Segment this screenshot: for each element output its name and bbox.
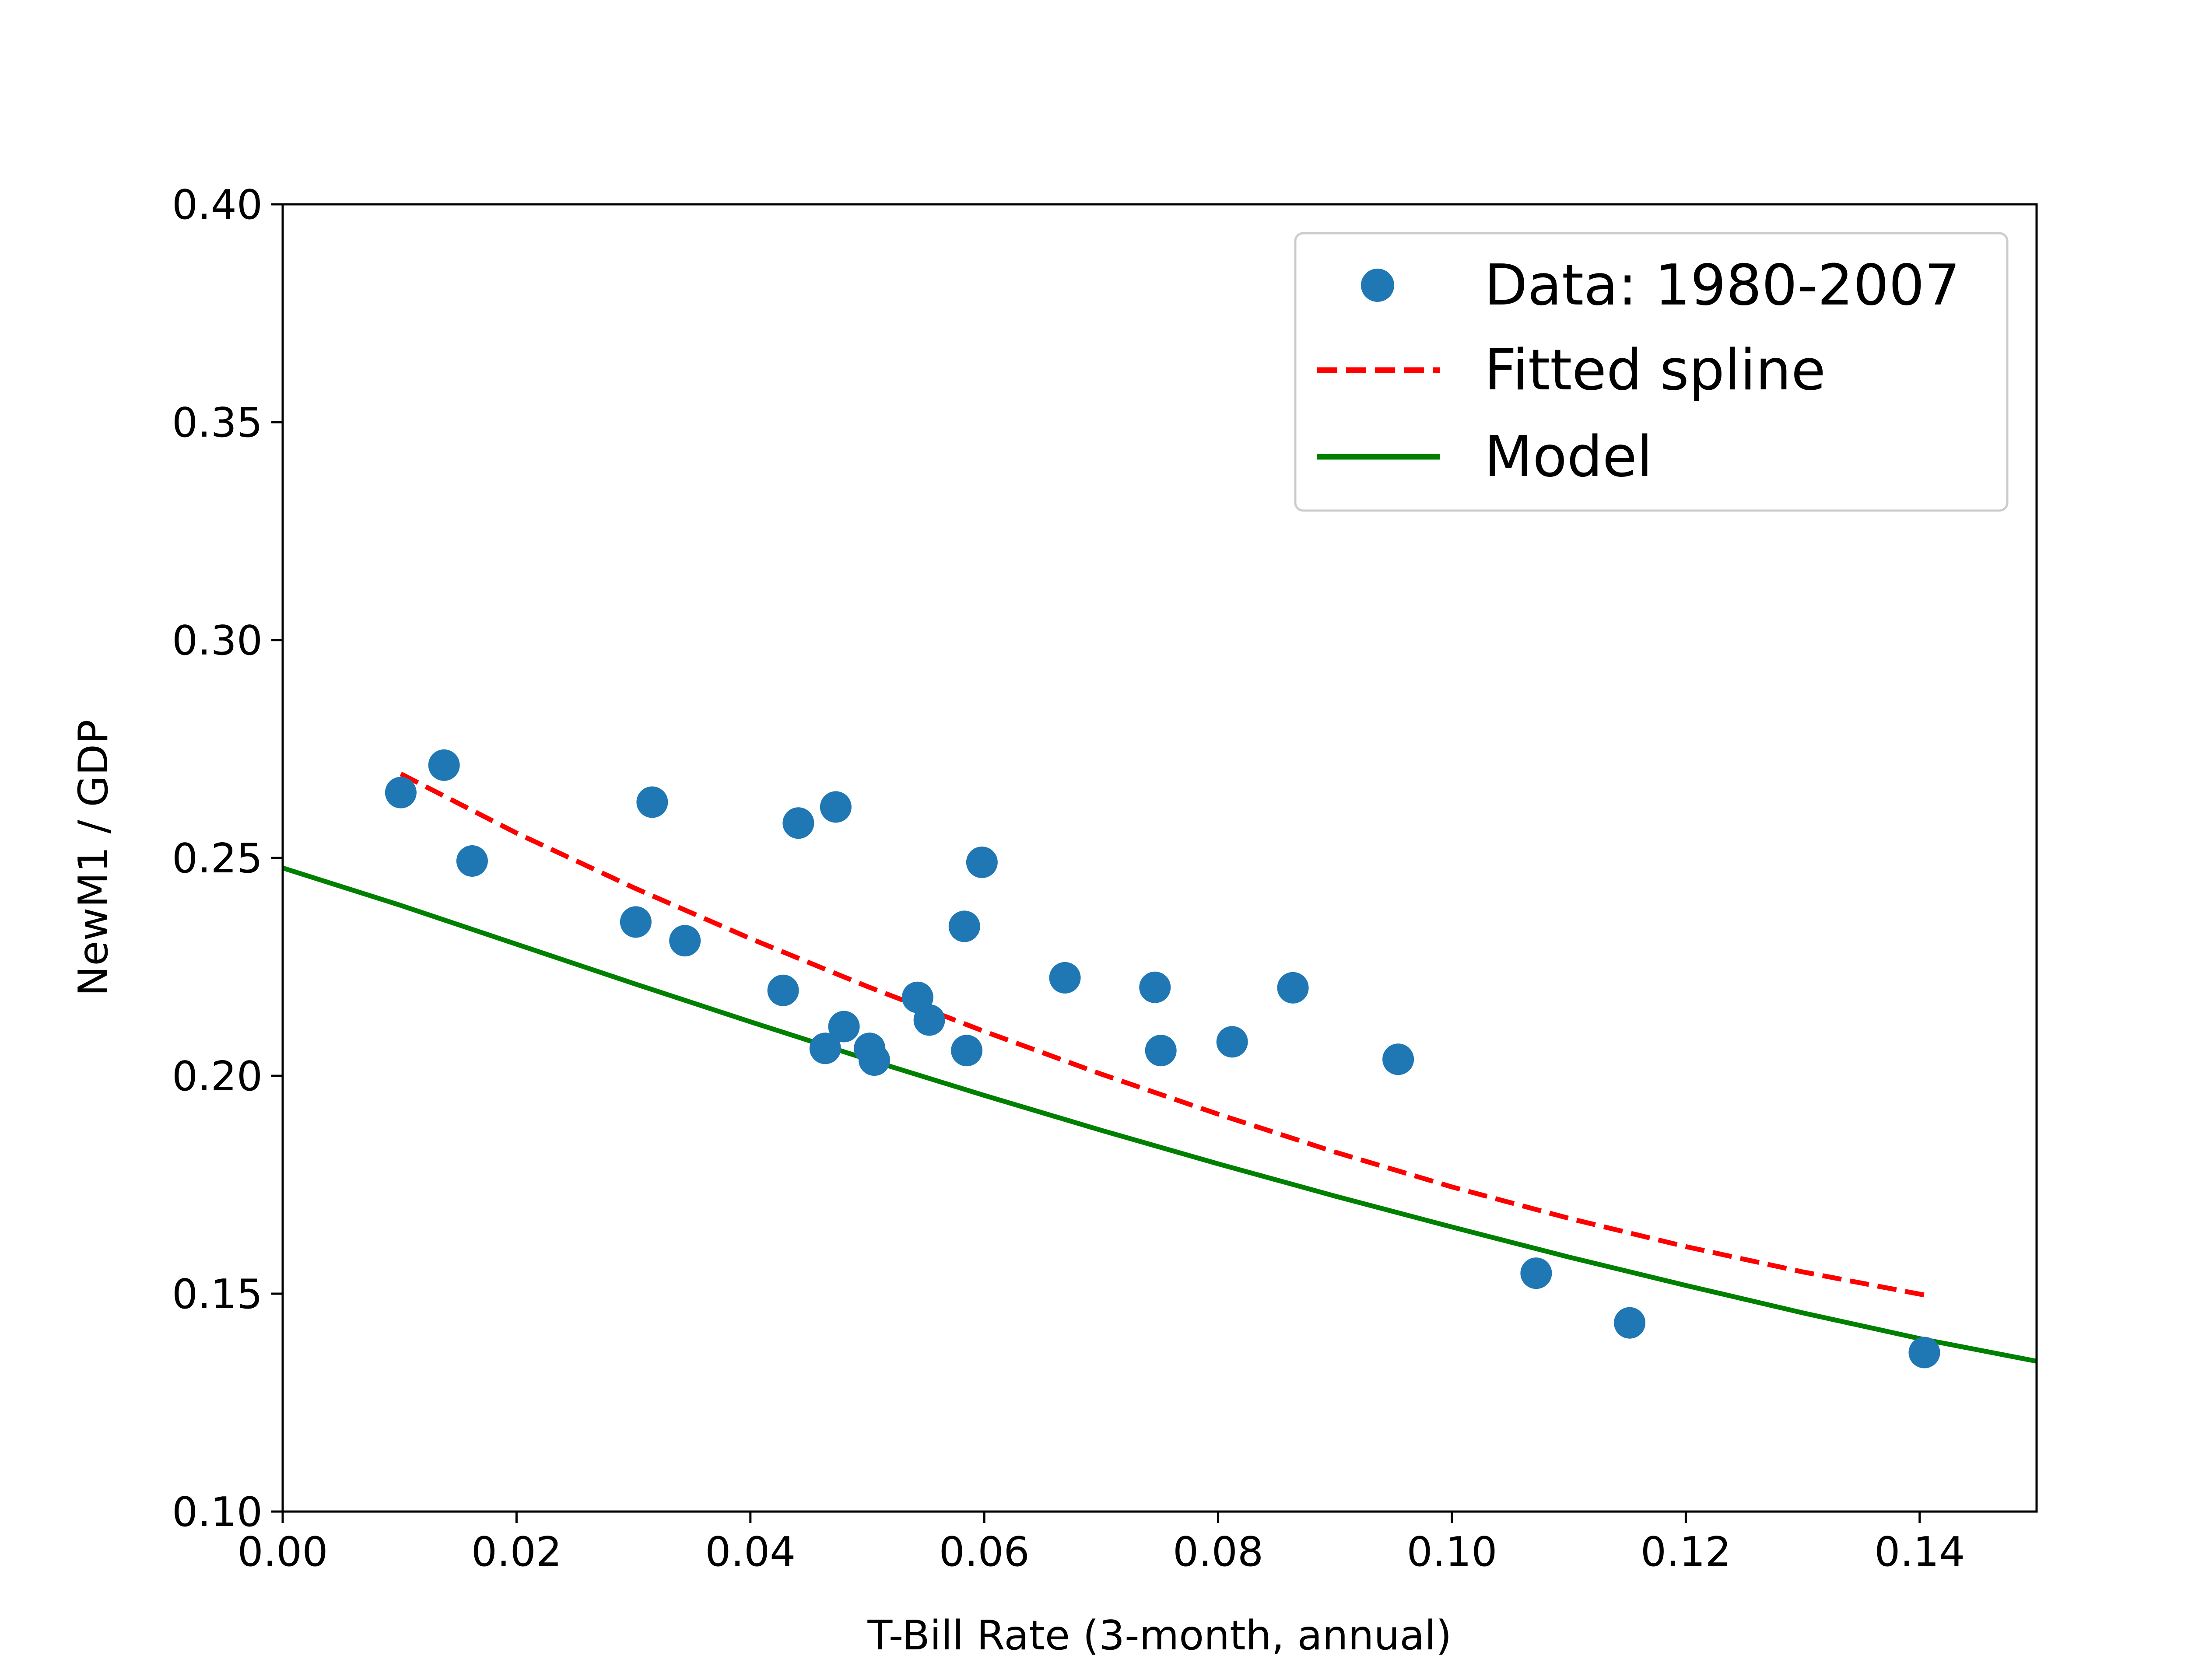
data-point — [1908, 1337, 1940, 1368]
y-tick-label: 0.35 — [172, 399, 263, 446]
data-point — [948, 910, 980, 942]
y-tick-label: 0.40 — [172, 181, 263, 228]
data-point — [385, 777, 417, 808]
data-point — [828, 1011, 860, 1043]
data-point — [1145, 1035, 1177, 1067]
data-point — [428, 749, 460, 781]
x-tick-label: 0.04 — [705, 1528, 796, 1575]
series-layer — [283, 749, 2037, 1368]
legend-label-model: Model — [1484, 424, 1652, 490]
y-axis-label: NewM1 / GDP — [70, 720, 117, 996]
data-point — [1049, 962, 1081, 994]
x-tick-label: 0.08 — [1173, 1528, 1263, 1575]
x-tick-label: 0.14 — [1874, 1528, 1965, 1575]
x-axis: 0.00 0.02 0.04 0.06 0.08 0.10 0.12 0.14 — [237, 1512, 1965, 1575]
data-point — [1139, 971, 1171, 1003]
data-point — [820, 791, 852, 823]
y-tick-label: 0.20 — [172, 1053, 263, 1100]
x-tick-label: 0.02 — [471, 1528, 562, 1575]
x-tick-label: 0.00 — [237, 1528, 328, 1575]
data-point — [782, 807, 814, 839]
data-point — [636, 786, 668, 818]
data-point — [767, 974, 799, 1006]
data-point — [1216, 1026, 1248, 1058]
legend: Data: 1980-2007 Fitted spline Model — [1294, 232, 2009, 512]
legend-frame — [1294, 232, 2009, 512]
y-tick-label: 0.25 — [172, 835, 263, 882]
model-line — [283, 865, 2037, 1364]
data-point — [913, 1004, 945, 1036]
data-point — [966, 847, 998, 878]
data-point — [1277, 972, 1309, 1004]
data-point — [669, 925, 701, 957]
x-axis-label: T-Bill Rate (3-month, annual) — [867, 1612, 1452, 1659]
data-point — [456, 845, 488, 877]
x-tick-label: 0.10 — [1406, 1528, 1497, 1575]
data-point — [620, 906, 652, 938]
data-point — [809, 1032, 841, 1064]
legend-marker-data — [1361, 269, 1394, 302]
y-axis: 0.10 0.15 0.20 0.25 0.30 0.35 0.40 — [172, 181, 283, 1536]
fitted-spline-line — [400, 771, 1925, 1298]
data-point — [951, 1035, 983, 1067]
y-tick-label: 0.15 — [172, 1270, 263, 1318]
y-tick-label: 0.10 — [172, 1488, 263, 1536]
data-point — [1614, 1307, 1646, 1339]
data-point — [1382, 1043, 1414, 1075]
legend-label-spline: Fitted spline — [1484, 338, 1826, 403]
data-point — [1520, 1257, 1552, 1289]
data-point — [859, 1044, 890, 1076]
y-tick-label: 0.30 — [172, 617, 263, 664]
x-tick-label: 0.06 — [939, 1528, 1030, 1575]
legend-label-data: Data: 1980-2007 — [1484, 253, 1960, 318]
x-tick-label: 0.12 — [1641, 1528, 1731, 1575]
